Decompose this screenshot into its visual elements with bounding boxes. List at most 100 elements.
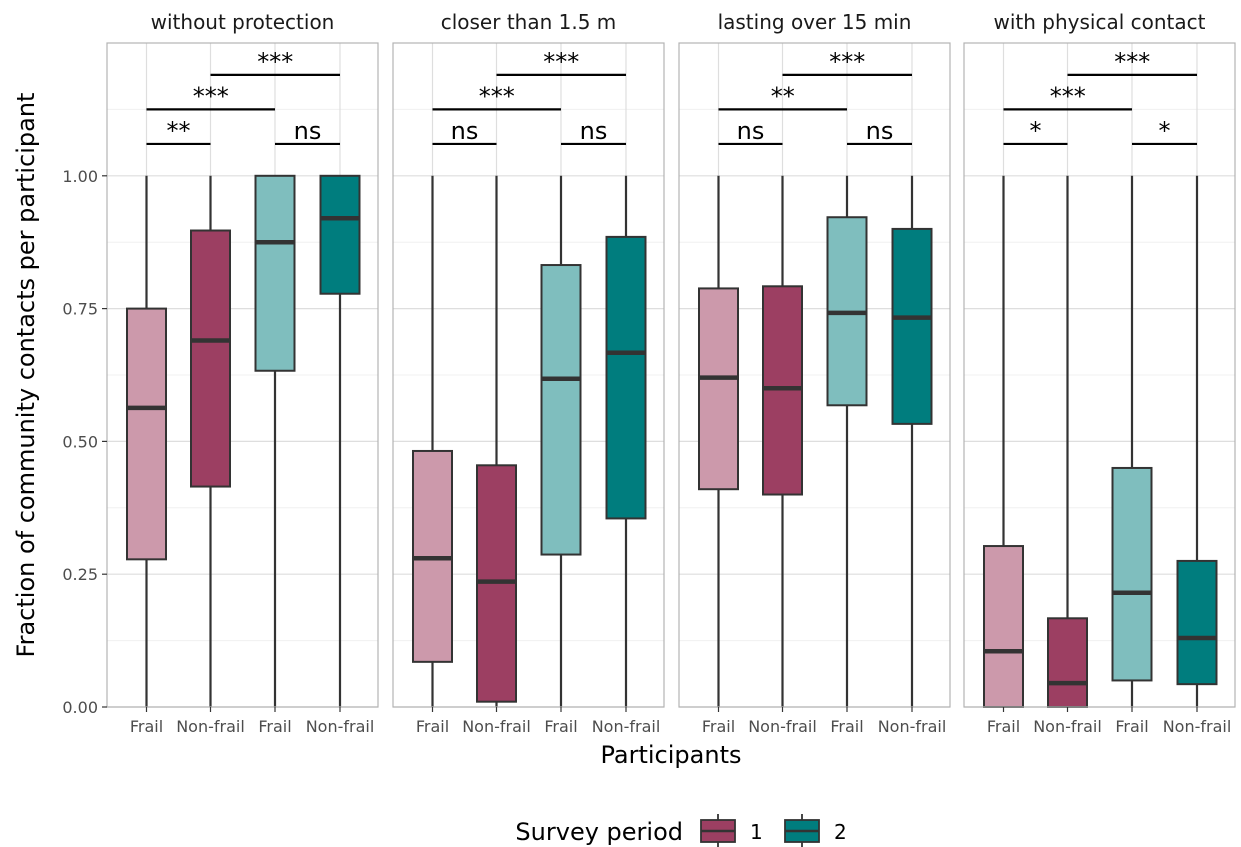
y-tick-label: 0.25 [62,565,98,584]
significance-bracket: ns [847,117,912,146]
box-2 [1047,175,1088,709]
box-body [1047,617,1088,709]
significance-bracket: *** [782,48,912,76]
x-tick-label: Non-frail [176,717,245,736]
box-body [319,174,361,295]
legend: Survey period 1 2 [515,814,847,847]
box-body [698,287,739,491]
box-4 [319,174,361,707]
box-3 [254,174,296,707]
x-tick-label: Frail [1115,717,1148,736]
x-tick-label: Non-frail [592,717,661,736]
significance-bracket: *** [1067,48,1197,76]
box-4 [605,175,647,707]
legend-label: 2 [834,820,847,844]
significance-bracket: *** [146,82,275,111]
significance-label: ns [580,117,608,145]
box-body [1111,466,1153,682]
x-tick-label: Non-frail [878,717,947,736]
significance-bracket: * [1132,117,1197,146]
significance-label: ns [451,117,479,145]
panel-title: closer than 1.5 m [441,10,617,34]
significance-bracket: *** [210,48,340,76]
box-3 [826,175,868,707]
x-tick-label: Frail [830,717,863,736]
box-1 [698,175,739,707]
panels: without protection** ns******Frail Non-fra… [106,10,1236,736]
panel-4: with physical contact* *******Frail Non-fr… [963,10,1236,736]
x-tick-label: Frail [702,717,735,736]
significance-bracket: *** [1003,82,1132,111]
legend-title: Survey period [515,818,683,846]
significance-label: *** [829,48,865,76]
y-tick-label: 0.00 [62,698,98,717]
box-2 [190,175,231,707]
panel-2: closer than 1.5 mns ns******Frail Non-frai… [392,10,665,736]
significance-label: *** [257,48,293,76]
significance-label: ns [866,117,894,145]
box-2 [476,175,517,707]
significance-bracket: ns [718,117,783,146]
x-tick-label: Non-frail [462,717,531,736]
legend-item-1: 1 [700,814,763,847]
significance-bracket: * [1003,117,1068,146]
x-tick-label: Non-frail [1163,717,1232,736]
box-body [540,264,582,556]
significance-label: ** [771,82,795,110]
box-body [190,229,231,488]
y-axis: 0.00 0.25 0.50 0.75 1.00 [62,167,107,717]
significance-bracket: ns [432,117,497,146]
panel-1: without protection ** ns *** *** Frail Non-fra… [106,10,379,736]
box-3 [1111,175,1153,707]
box-body [254,174,296,372]
significance-label: ns [294,117,322,145]
panel-border [678,42,951,708]
box-4 [1176,175,1218,707]
significance-label: *** [479,82,515,110]
box-1 [412,175,453,707]
legend-label: 1 [750,820,763,844]
box-body [983,545,1024,708]
x-tick-label: Frail [544,717,577,736]
significance-bracket: ns [561,117,626,146]
significance-bracket: ** [718,82,847,111]
significance-bracket: *** [496,48,626,76]
panel-border [392,42,665,708]
x-tick-label: Non-frail [306,717,375,736]
box-1 [126,175,167,707]
box-body [1176,559,1218,686]
panel-title: lasting over 15 min [718,10,912,34]
y-axis-title: Fraction of community contacts per parti… [12,93,40,658]
significance-label: ** [167,117,191,145]
box-4 [891,175,933,707]
x-tick-label: Frail [416,717,449,736]
y-tick-label: 0.75 [62,300,98,319]
box-2 [762,175,803,707]
box-body [126,307,167,561]
significance-label: *** [1114,48,1150,76]
significance-label: * [1030,117,1042,145]
panel-border [106,42,379,708]
significance-label: *** [1050,82,1086,110]
y-tick-label: 1.00 [62,167,98,186]
x-axis-title: Participants [601,741,742,769]
box-3 [540,175,582,707]
significance-bracket: *** [432,82,561,111]
significance-bracket: ns [275,117,340,146]
x-tick-label: Non-frail [1033,717,1102,736]
x-tick-label: Frail [987,717,1020,736]
y-tick-label: 0.50 [62,432,98,451]
significance-label: ns [737,117,765,145]
x-tick-label: Non-frail [748,717,817,736]
panel-title: with physical contact [994,10,1206,34]
legend-item-2: 2 [784,814,847,847]
significance-label: *** [543,48,579,76]
x-tick-label: Frail [130,717,163,736]
significance-bracket: ** [146,117,211,146]
x-tick-label: Frail [258,717,291,736]
significance-label: *** [193,82,229,110]
significance-label: * [1159,117,1171,145]
panel-border [963,42,1236,708]
